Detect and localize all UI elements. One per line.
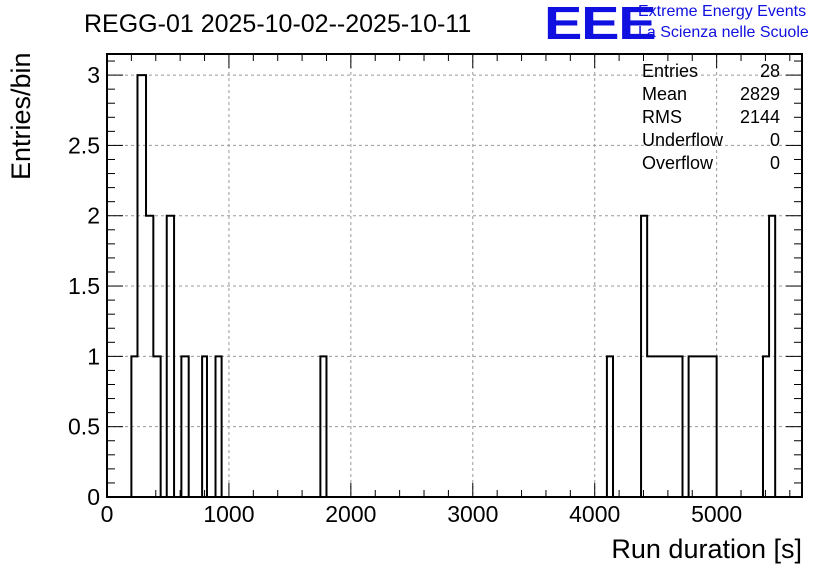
histogram-outline	[130, 74, 777, 497]
histogram-bin	[763, 356, 769, 497]
stat-value: 0	[769, 153, 780, 173]
y-tick-label: 2.5	[68, 132, 100, 158]
stat-label: Overflow	[642, 153, 714, 173]
tick-labels: 0 1000 2000 3000 4000 5000 0 0.5 1 1.5 2 2.5 3	[68, 62, 742, 527]
stat-label: Underflow	[642, 130, 724, 150]
logo-line-2: La Scienza nelle Scuole	[638, 24, 809, 41]
grid-lines	[107, 54, 802, 497]
y-tick-label: 3	[87, 62, 100, 88]
histogram-bin	[131, 356, 137, 497]
plot-frame	[106, 53, 803, 498]
y-axis-label: Entries/bin	[6, 52, 36, 180]
stat-row-mean: Mean 2829	[642, 83, 780, 106]
logo-line-1: Extreme Energy Events	[638, 3, 807, 20]
x-tick-label: 2000	[325, 501, 376, 527]
x-axis-label: Run duration [s]	[611, 534, 802, 564]
histogram-bin	[216, 356, 222, 497]
y-tick-label: 0	[87, 484, 100, 510]
x-tick-label: 5000	[691, 501, 742, 527]
chart-title: REGG-01 2025-10-02--2025-10-11	[84, 10, 472, 38]
histogram-bin	[181, 356, 188, 497]
stat-row-overflow: Overflow 0	[642, 152, 780, 175]
histogram-bin	[607, 356, 613, 497]
x-tick-label: 3000	[447, 501, 498, 527]
x-tick-label: 4000	[569, 501, 620, 527]
histogram-bin	[769, 216, 775, 497]
x-tick-label: 0	[101, 501, 114, 527]
stat-row-underflow: Underflow 0	[642, 129, 780, 152]
eee-logo-mark: EEE	[544, 0, 657, 49]
stat-value: 0	[769, 130, 780, 150]
y-tick-label: 1.5	[68, 273, 100, 299]
histogram-bin	[320, 356, 326, 497]
y-tick-label: 1	[87, 343, 100, 369]
x-tick-label: 1000	[203, 501, 254, 527]
histogram-bin	[167, 216, 174, 497]
y-tick-label: 2	[87, 203, 100, 229]
histogram-bin	[689, 356, 717, 497]
stat-row-entries: Entries 28	[642, 60, 780, 83]
histogram-bin	[647, 356, 682, 497]
stat-value: 2829	[739, 84, 780, 104]
histogram-bin	[137, 75, 146, 497]
stat-row-rms: RMS 2144	[642, 106, 780, 129]
stat-label: Entries	[642, 61, 699, 81]
histogram-bin	[153, 356, 160, 497]
stat-label: Mean	[642, 84, 688, 104]
stat-value: 2144	[739, 107, 780, 127]
histogram-bin	[202, 356, 207, 497]
histogram-bin	[146, 216, 153, 497]
stat-label: RMS	[642, 107, 682, 127]
stats-box: Entries 28 Mean 2829 RMS 2144 Underflow …	[642, 60, 780, 175]
y-tick-label: 0.5	[68, 414, 100, 440]
stat-value: 28	[759, 61, 780, 81]
histogram-bin	[641, 216, 647, 497]
